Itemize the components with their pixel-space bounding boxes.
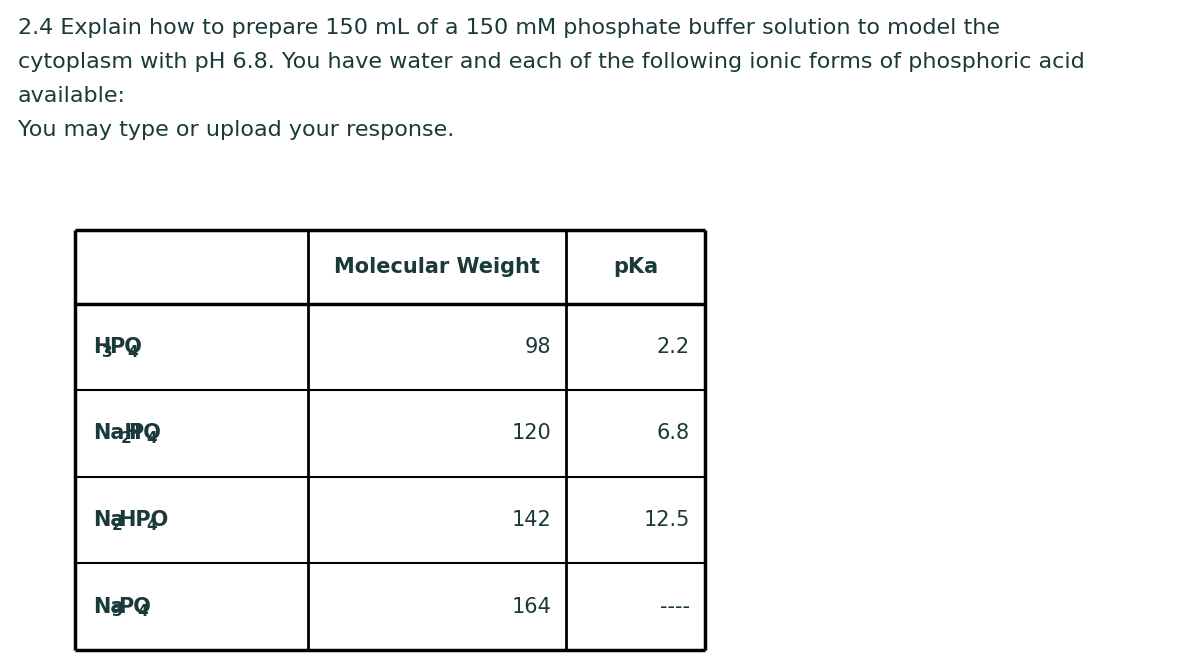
Text: 2.2: 2.2 [656,337,690,357]
Text: Molecular Weight: Molecular Weight [335,257,540,276]
Text: 3: 3 [112,605,122,619]
Text: HPO: HPO [119,510,169,530]
Text: 3: 3 [102,345,113,359]
Text: 4: 4 [146,518,157,533]
Text: ----: ---- [660,597,690,617]
Text: available:: available: [18,86,126,106]
Text: Na: Na [94,597,125,617]
Text: cytoplasm with pH 6.8. You have water and each of the following ionic forms of p: cytoplasm with pH 6.8. You have water an… [18,52,1085,72]
Text: 98: 98 [524,337,552,357]
Bar [74,230,706,650]
Text: 164: 164 [511,597,552,617]
Text: 4: 4 [127,345,138,359]
Text: 6.8: 6.8 [656,424,690,444]
Text: You may type or upload your response.: You may type or upload your response. [18,120,455,140]
Text: pKa: pKa [613,257,659,276]
Text: PO: PO [109,337,142,357]
Text: PO: PO [127,424,161,444]
Text: NaH: NaH [94,424,142,444]
Text: PO: PO [119,597,151,617]
Text: 2: 2 [121,431,132,446]
Text: 142: 142 [511,510,552,530]
Text: H: H [94,337,110,357]
Text: 120: 120 [511,424,552,444]
Text: 4: 4 [146,431,157,446]
Text: 2: 2 [112,518,122,533]
Text: 2.4 Explain how to prepare 150 mL of a 150 mM phosphate buffer solution to model: 2.4 Explain how to prepare 150 mL of a 1… [18,18,1000,38]
Text: 12.5: 12.5 [643,510,690,530]
Text: Na: Na [94,510,125,530]
Text: 4: 4 [137,605,148,619]
